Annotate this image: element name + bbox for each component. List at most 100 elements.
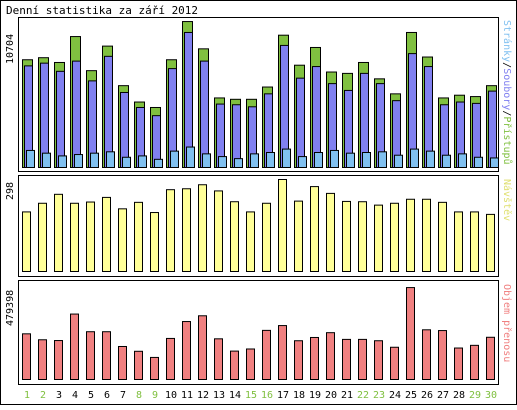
stranky-bar-3 (58, 155, 67, 169)
objem-bar-25 (406, 287, 415, 381)
soubory-bar-14 (232, 104, 241, 169)
objem-bar-18 (294, 340, 303, 380)
objem-bar-5 (86, 331, 95, 380)
requests-panel-frame (18, 17, 499, 172)
requests-bars (22, 21, 499, 169)
objem-bar-19 (310, 336, 319, 380)
requests-ymax-label: 10704 (5, 34, 16, 64)
stranky-bar-17 (282, 148, 291, 168)
soubory-bar-2 (40, 62, 49, 168)
objem-bar-14 (230, 350, 239, 381)
stranky-bar-8 (138, 155, 147, 169)
day-label-9: 9 (152, 390, 158, 401)
stranky-bar-14 (234, 158, 243, 168)
day-label-26: 26 (421, 390, 433, 401)
navstevy-bar-14 (230, 201, 239, 273)
navstevy-bar-12 (198, 184, 207, 272)
navstevy-bar-17 (278, 179, 287, 272)
visits-bars (22, 179, 495, 273)
soubory-bar-3 (56, 70, 65, 168)
traffic-panel: 479398 Objem přenosu (5, 280, 513, 385)
day-label-7: 7 (120, 390, 126, 401)
day-label-11: 11 (181, 390, 193, 401)
stranky-bar-9 (154, 158, 163, 169)
objem-bar-10 (166, 337, 175, 380)
stranky-bar-24 (394, 154, 403, 168)
legend-separator-1: / (501, 62, 512, 68)
navstevy-bar-3 (54, 193, 63, 272)
objem-bar-1 (22, 333, 31, 380)
objem-bar-15 (246, 348, 255, 380)
objem-bar-24 (390, 346, 399, 380)
day-label-3: 3 (56, 390, 62, 401)
soubory-bar-7 (120, 91, 129, 168)
day-label-25: 25 (405, 390, 417, 401)
day-label-2: 2 (40, 390, 46, 401)
objem-bar-17 (278, 325, 287, 380)
day-label-12: 12 (197, 390, 209, 401)
stranky-bar-11 (186, 146, 195, 168)
day-label-10: 10 (165, 390, 177, 401)
objem-bar-2 (38, 339, 47, 380)
stranky-bar-7 (122, 156, 131, 168)
navstevy-bar-11 (182, 188, 191, 273)
day-label-15: 15 (245, 390, 257, 401)
stranky-bar-18 (298, 156, 307, 169)
traffic-panel-frame (18, 280, 499, 385)
stranky-bar-21 (346, 152, 355, 169)
stranky-bar-19 (314, 151, 323, 168)
objem-bar-7 (118, 345, 127, 381)
traffic-bars (22, 287, 495, 381)
traffic-ymax-label: 479398 (5, 290, 16, 326)
day-label-29: 29 (469, 390, 481, 401)
stranky-bar-28 (458, 153, 467, 169)
navstevy-bar-1 (22, 211, 31, 272)
day-label-17: 17 (277, 390, 289, 401)
visits-panel-frame (18, 175, 499, 277)
navstevy-bar-4 (70, 202, 79, 272)
stranky-bar-30 (490, 157, 499, 168)
soubory-bar-6 (104, 55, 113, 168)
objem-bar-23 (374, 340, 383, 380)
soubory-bar-4 (72, 60, 81, 169)
legend-separator-2: / (501, 110, 512, 116)
navstevy-bar-7 (118, 208, 127, 272)
stranky-bar-1 (26, 149, 35, 169)
stranky-bar-15 (250, 153, 259, 169)
day-label-27: 27 (437, 390, 449, 401)
navstevy-bar-24 (390, 202, 399, 272)
navstevy-bar-26 (422, 198, 431, 272)
objem-bar-12 (198, 315, 207, 381)
objem-bar-4 (70, 313, 79, 381)
objem-bar-22 (358, 338, 367, 380)
day-label-1: 1 (24, 390, 30, 401)
navstevy-bar-20 (326, 192, 335, 273)
navstevy-bar-22 (358, 201, 367, 273)
stranky-bar-26 (426, 150, 435, 169)
day-label-14: 14 (229, 390, 241, 401)
objem-bar-16 (262, 329, 271, 380)
day-label-8: 8 (136, 390, 142, 401)
day-label-16: 16 (261, 390, 273, 401)
stranky-bar-10 (170, 150, 179, 169)
stranky-bar-27 (442, 154, 451, 168)
day-label-24: 24 (389, 390, 401, 401)
navstevy-bar-8 (134, 201, 143, 273)
objem-bar-30 (486, 336, 495, 381)
navstevy-bar-23 (374, 204, 383, 272)
day-label-13: 13 (213, 390, 225, 401)
navstevy-bar-19 (310, 186, 319, 273)
day-labels: 1 2 3 4 5 6 7 8 9 10 11 12 13 14 15 16 17 18 19 20 21 22 23 24 2… (24, 390, 497, 401)
stranky-bar-6 (106, 151, 115, 168)
navstevy-bar-30 (486, 213, 495, 273)
visits-panel: 298 Návštěv (5, 175, 513, 277)
day-label-20: 20 (325, 390, 337, 401)
chart-title: Denní statistika za září 2012 (6, 4, 198, 17)
objem-bar-9 (150, 356, 159, 381)
objem-bar-28 (454, 347, 463, 380)
navstevy-bar-13 (214, 190, 223, 272)
day-label-19: 19 (309, 390, 321, 401)
navstevy-bar-28 (454, 211, 463, 272)
navstevy-bar-2 (38, 202, 47, 272)
